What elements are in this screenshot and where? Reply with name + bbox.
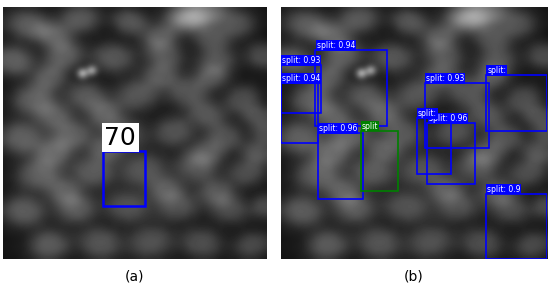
- Text: split: 0.93: split: 0.93: [282, 56, 320, 65]
- Text: split: split: [362, 122, 378, 131]
- Text: (b): (b): [404, 269, 424, 283]
- Text: split: 0.96: split: 0.96: [319, 124, 358, 133]
- Text: split: 0.96: split: 0.96: [428, 114, 467, 123]
- Text: split: 0.94: split: 0.94: [282, 74, 320, 83]
- Text: split:: split:: [487, 66, 506, 75]
- Bar: [425, 83, 488, 148]
- Bar: [280, 83, 318, 143]
- Text: split:: split:: [418, 109, 437, 118]
- Text: 70: 70: [104, 126, 136, 149]
- Text: split: 0.94: split: 0.94: [316, 41, 355, 50]
- Text: (a): (a): [125, 269, 145, 283]
- Bar: [361, 131, 398, 191]
- Bar: [416, 118, 451, 173]
- Bar: [427, 123, 475, 184]
- Bar: [280, 65, 321, 113]
- Bar: [318, 133, 363, 199]
- Bar: [486, 194, 547, 259]
- Bar: [103, 151, 145, 206]
- Text: split: 0.93: split: 0.93: [426, 74, 464, 83]
- Bar: [315, 50, 387, 126]
- Text: split: 0.9: split: 0.9: [487, 185, 521, 194]
- Bar: [486, 75, 547, 131]
